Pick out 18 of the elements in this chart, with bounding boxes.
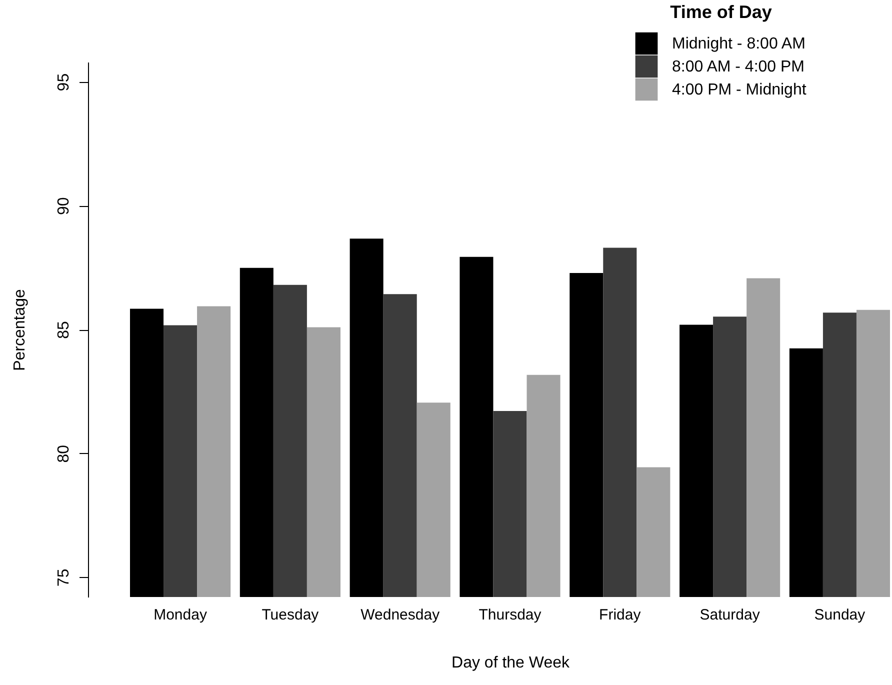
y-axis-title: Percentage bbox=[12, 288, 28, 371]
x-tick-label: Sunday bbox=[814, 606, 866, 624]
y-tick-label: 75 bbox=[56, 568, 72, 587]
y-tick-label: 90 bbox=[56, 197, 72, 216]
x-tick-label: Wednesday bbox=[360, 606, 440, 624]
legend-label: Midnight - 8:00 AM bbox=[672, 36, 806, 52]
x-tick-label: Tuesday bbox=[262, 606, 320, 624]
y-tick-label: 85 bbox=[56, 321, 72, 339]
x-tick-label: Friday bbox=[599, 606, 642, 624]
x-tick-label: Thursday bbox=[478, 606, 542, 624]
x-tick-label: Monday bbox=[154, 606, 208, 624]
y-tick-label: 95 bbox=[56, 73, 72, 92]
x-axis-title: Day of the Week bbox=[452, 654, 570, 672]
legend-label: 4:00 PM - Midnight bbox=[672, 82, 807, 98]
legend-label: 8:00 AM - 4:00 PM bbox=[672, 58, 805, 76]
x-tick-label: Saturday bbox=[700, 606, 760, 624]
legend-title: Time of Day bbox=[670, 2, 772, 22]
y-tick-label: 80 bbox=[56, 444, 72, 463]
